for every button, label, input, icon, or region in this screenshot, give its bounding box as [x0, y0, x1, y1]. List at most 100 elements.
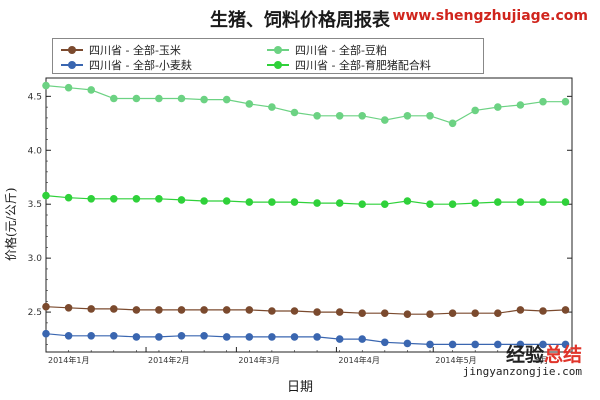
data-point-series-0 — [132, 306, 141, 314]
data-point-series-0 — [335, 308, 344, 316]
data-point-series-3 — [268, 198, 276, 206]
data-point-series-1 — [358, 335, 367, 343]
data-point-series-0 — [448, 309, 457, 318]
data-point-series-3 — [245, 198, 254, 206]
data-point-series-0 — [177, 306, 186, 314]
data-point-series-2 — [290, 108, 299, 117]
data-point-series-1 — [403, 339, 412, 348]
data-point-series-3 — [155, 195, 163, 203]
data-point-series-3 — [110, 195, 118, 203]
top-watermark-url: www.shengzhujiage.com — [392, 8, 588, 24]
y-tick-label: 3.5 — [28, 200, 42, 210]
data-point-series-2 — [42, 81, 50, 90]
logo-text-a: 经验 — [505, 344, 544, 366]
x-tick-label: 2014年2月 — [148, 355, 189, 365]
legend-swatch-finisher-feed — [267, 61, 289, 69]
data-point-series-0 — [313, 308, 321, 316]
data-point-series-3 — [448, 200, 457, 208]
data-point-series-2 — [155, 94, 163, 103]
data-point-series-3 — [358, 200, 367, 208]
data-point-series-3 — [42, 191, 50, 200]
data-point-series-1 — [561, 340, 570, 349]
data-point-series-0 — [403, 310, 412, 319]
data-point-series-0 — [561, 306, 570, 314]
data-point-series-2 — [110, 94, 118, 103]
data-point-series-3 — [403, 197, 412, 205]
data-point-series-2 — [471, 106, 480, 115]
data-point-series-0 — [290, 307, 299, 315]
x-tick-label: 2014年4月 — [338, 355, 379, 365]
data-point-series-1 — [335, 335, 344, 343]
data-point-series-0 — [222, 306, 231, 314]
data-point-series-2 — [539, 97, 547, 106]
x-tick-label: 2014年5月 — [435, 355, 476, 365]
data-point-series-3 — [200, 197, 208, 205]
data-point-series-2 — [200, 95, 208, 104]
data-point-series-2 — [381, 116, 389, 124]
data-point-series-2 — [87, 86, 95, 94]
data-point-series-3 — [313, 199, 321, 207]
legend-swatch-corn — [61, 46, 83, 54]
data-point-series-0 — [110, 305, 118, 313]
data-point-series-3 — [290, 198, 299, 206]
data-point-series-0 — [494, 309, 502, 318]
y-tick-label: 4.5 — [28, 92, 42, 102]
data-point-series-2 — [561, 97, 570, 106]
data-point-series-1 — [155, 333, 163, 341]
legend-label-wheat-bran: 四川省 - 全部-小麦麸 — [89, 59, 192, 72]
data-point-series-2 — [222, 95, 231, 104]
data-point-series-0 — [245, 306, 254, 314]
data-point-series-1 — [200, 332, 208, 340]
x-tick-label: 5月 — [535, 356, 548, 365]
data-point-series-0 — [516, 306, 525, 314]
data-point-series-2 — [494, 103, 502, 111]
data-point-series-2 — [313, 112, 321, 120]
data-point-series-2 — [132, 94, 141, 103]
data-point-series-1 — [448, 340, 457, 349]
data-point-series-1 — [290, 333, 299, 341]
data-point-series-0 — [539, 307, 547, 315]
data-point-series-3 — [494, 198, 502, 206]
y-tick-label: 4.0 — [28, 146, 43, 156]
data-point-series-2 — [64, 83, 73, 92]
data-point-series-0 — [64, 304, 73, 312]
data-point-series-2 — [516, 101, 525, 109]
data-point-series-3 — [222, 197, 231, 205]
data-point-series-3 — [539, 198, 547, 206]
data-point-series-2 — [245, 100, 254, 108]
data-point-series-1 — [426, 340, 434, 349]
data-point-series-3 — [335, 199, 344, 207]
y-tick-label: 2.5 — [28, 308, 42, 318]
data-point-series-0 — [381, 309, 389, 318]
plot-frame — [45, 77, 573, 353]
legend-item-finisher-feed: 四川省 - 全部-育肥猪配合料 — [267, 57, 431, 73]
data-point-series-3 — [381, 200, 389, 208]
data-point-series-1 — [381, 338, 389, 347]
data-point-series-3 — [87, 195, 95, 203]
y-axis-label: 价格(元/公斤) — [4, 187, 18, 261]
data-point-series-1 — [245, 333, 254, 341]
data-point-series-1 — [494, 340, 502, 349]
legend-swatch-wheat-bran — [61, 61, 83, 69]
data-point-series-1 — [222, 333, 231, 341]
legend: 四川省 - 全部-玉米 四川省 - 全部-小麦麸 四川省 - 全部-豆粕 四川省… — [52, 38, 484, 74]
logo-text-b: 总结 — [543, 344, 582, 366]
x-tick-label: 2014年3月 — [238, 355, 279, 365]
data-point-series-1 — [87, 332, 95, 340]
data-point-series-2 — [448, 119, 457, 128]
chart-title: 生猪、饲料价格周报表 — [210, 10, 390, 31]
data-point-series-0 — [200, 306, 208, 314]
data-point-series-2 — [335, 112, 344, 120]
data-point-series-2 — [177, 94, 186, 103]
legend-label-corn: 四川省 - 全部-玉米 — [89, 44, 181, 57]
data-point-series-2 — [426, 112, 434, 120]
y-tick-label: 3.0 — [28, 254, 43, 264]
data-point-series-3 — [132, 195, 141, 203]
data-point-series-0 — [155, 306, 163, 314]
data-point-series-1 — [64, 332, 73, 340]
data-point-series-3 — [64, 193, 73, 202]
data-point-series-0 — [42, 302, 50, 311]
data-point-series-0 — [426, 310, 434, 319]
x-tick-label: 2014年1月 — [48, 355, 89, 365]
